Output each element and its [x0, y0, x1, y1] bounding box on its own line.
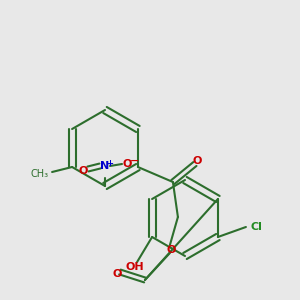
- Text: +: +: [106, 158, 113, 167]
- Text: O: O: [112, 269, 122, 279]
- Text: CH₃: CH₃: [31, 169, 49, 179]
- Text: −: −: [130, 156, 140, 166]
- Text: OH: OH: [126, 262, 144, 272]
- Text: N: N: [100, 161, 109, 171]
- Text: O: O: [166, 245, 176, 255]
- Text: O: O: [122, 159, 132, 169]
- Text: O: O: [192, 156, 202, 166]
- Text: O: O: [78, 166, 88, 176]
- Text: Cl: Cl: [251, 222, 263, 232]
